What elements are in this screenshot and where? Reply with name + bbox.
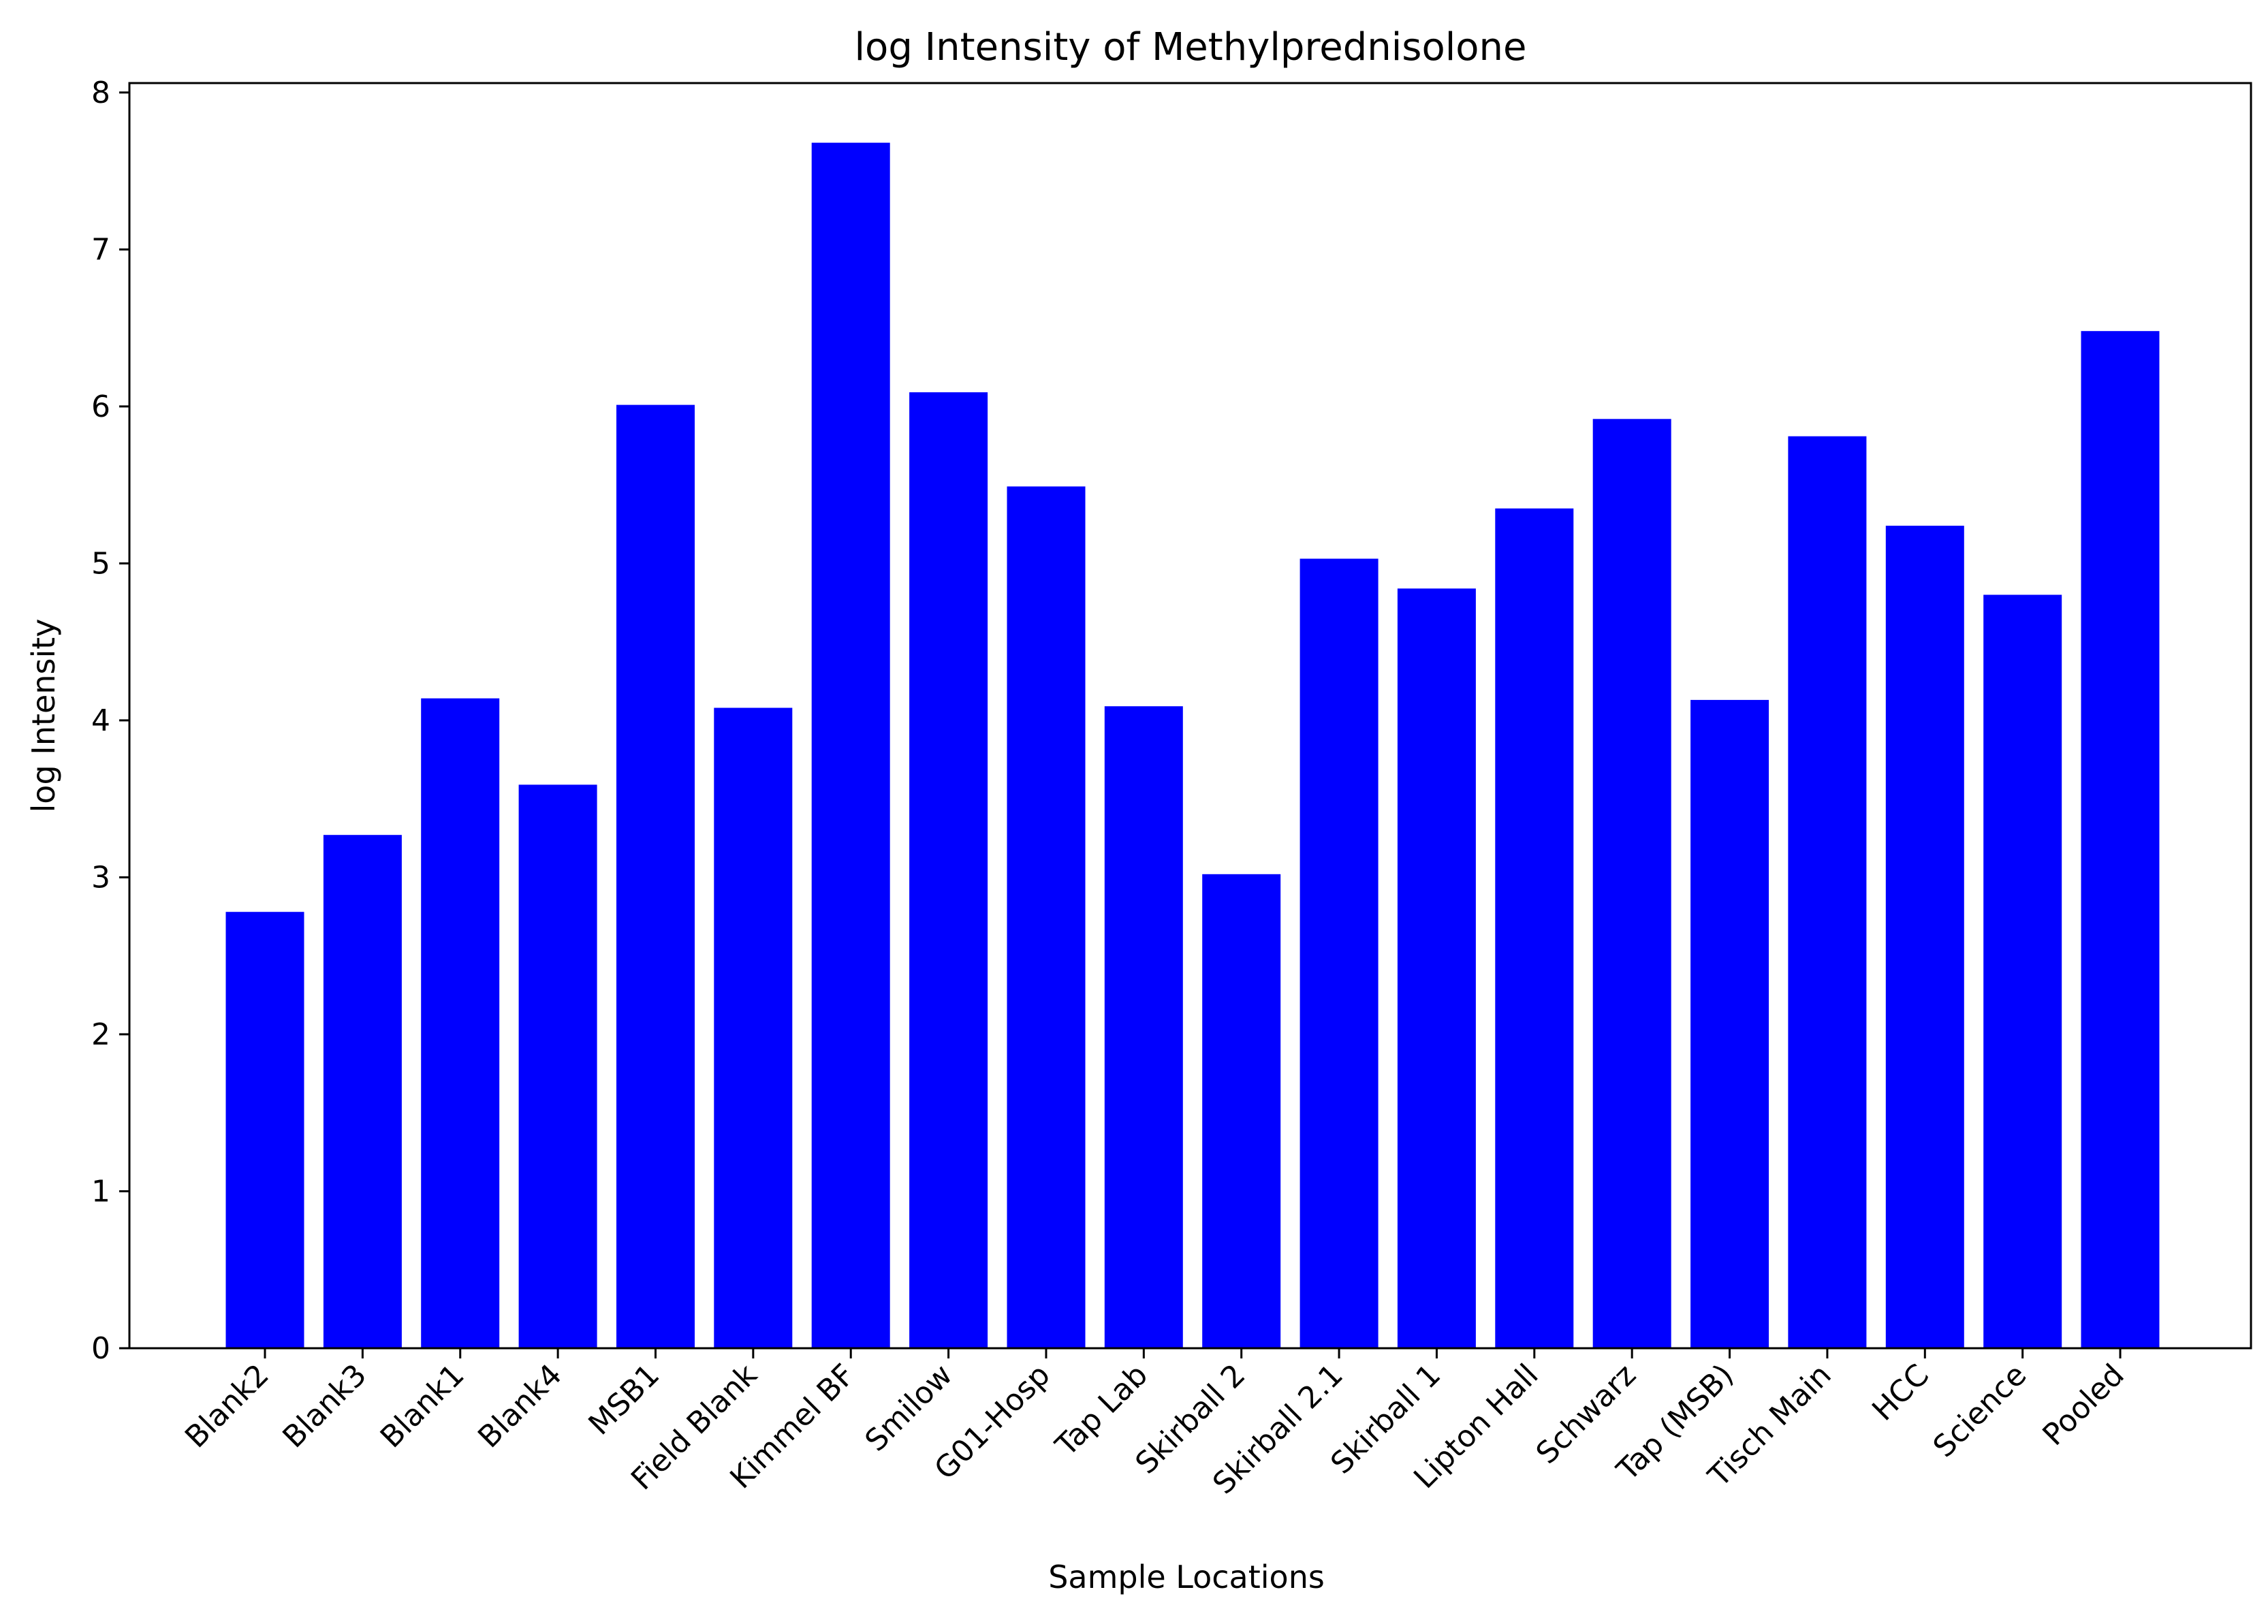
bar-g01-hosp [1007, 486, 1086, 1348]
bar-skirball-2 [1202, 874, 1281, 1348]
x-tick-label: HCC [1865, 1358, 1936, 1428]
bar-field-blank [714, 707, 793, 1348]
x-tick-label: MSB1 [582, 1358, 666, 1442]
bar-kimmel-bf [811, 142, 890, 1349]
bar-tap-lab [1104, 706, 1183, 1348]
x-tick-label: Blank3 [277, 1358, 374, 1455]
bar-blank2 [225, 912, 304, 1348]
bar-blank4 [518, 784, 597, 1348]
bar-schwarz [1592, 419, 1671, 1348]
y-axis: 0 1 2 3 4 5 6 7 8 [91, 76, 129, 1366]
bars-group [225, 142, 2160, 1349]
x-axis-label: Sample Locations [1048, 1559, 1325, 1595]
y-tick-label: 0 [91, 1331, 110, 1366]
bar-tisch-main [1788, 436, 1867, 1349]
bar-blank1 [421, 698, 500, 1348]
x-tick-label: Smilow [858, 1358, 959, 1459]
x-tick-label: Science [1927, 1358, 2034, 1465]
y-tick-label: 7 [91, 232, 110, 267]
bar-pooled [2081, 331, 2160, 1349]
x-tick-label: Blank4 [471, 1358, 569, 1455]
y-axis-label: log Intensity [25, 619, 62, 813]
chart-title: log Intensity of Methylprednisolone [855, 25, 1527, 69]
x-tick-label: Blank2 [178, 1358, 276, 1455]
bar-msb1 [616, 404, 695, 1348]
x-tick-label: Blank1 [374, 1358, 471, 1455]
y-tick-label: 4 [91, 703, 110, 738]
y-tick-label: 3 [91, 860, 110, 895]
bar-skirball-2-1 [1300, 558, 1379, 1348]
bar-blank3 [323, 835, 402, 1348]
bar-lipton-hall [1495, 508, 1574, 1349]
bar-skirball-1 [1397, 588, 1476, 1348]
bar-hcc [1885, 526, 1964, 1348]
y-tick-label: 1 [91, 1174, 110, 1209]
x-tick-label: Pooled [2036, 1358, 2130, 1452]
y-tick-label: 8 [91, 76, 110, 110]
y-tick-label: 2 [91, 1017, 110, 1052]
bar-smilow [909, 392, 988, 1348]
plot-frame [128, 82, 2252, 1350]
bar-tap-msb- [1690, 699, 1769, 1348]
y-tick-label: 5 [91, 546, 110, 581]
y-tick-label: 6 [91, 389, 110, 424]
bar-science [1983, 594, 2062, 1348]
